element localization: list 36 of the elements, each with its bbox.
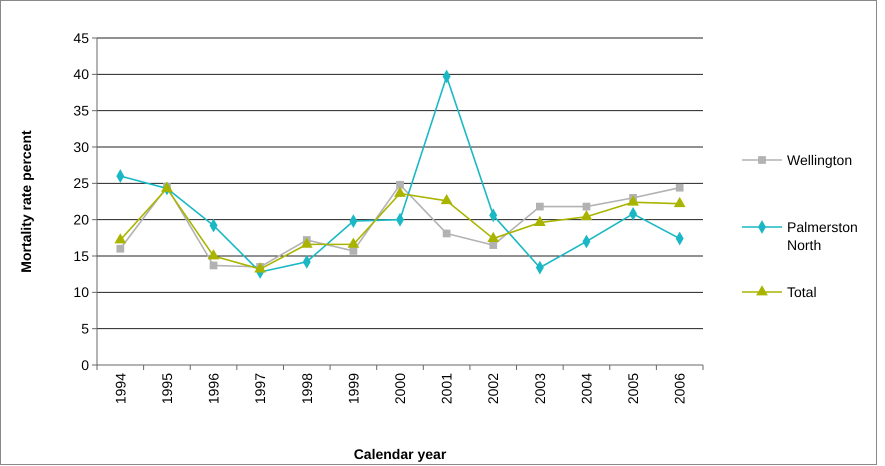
point [536, 202, 544, 210]
y-axis-title: Mortality rate percent [18, 130, 34, 273]
x-tick-label: 1999 [345, 372, 362, 404]
x-tick-label: 2003 [532, 372, 548, 404]
x-tick-label: 1997 [252, 372, 268, 404]
y-tick-label: 10 [73, 284, 90, 300]
legend-label: Wellington [787, 152, 852, 168]
x-tick-label: 2004 [578, 372, 594, 404]
y-tick-label: 40 [73, 66, 90, 82]
y-tick-label: 20 [73, 212, 90, 228]
x-tick-label: 2000 [392, 372, 408, 404]
point [396, 180, 404, 189]
point [116, 244, 124, 253]
x-tick-label: 1994 [112, 372, 128, 404]
point [210, 262, 218, 270]
legend-label: Palmerston North [787, 218, 858, 254]
x-tick-label: 1998 [298, 372, 315, 404]
point [676, 184, 684, 192]
x-tick-label: 1996 [206, 372, 222, 404]
x-tick-label: 2006 [672, 372, 688, 404]
y-tick-label: 25 [73, 175, 90, 192]
y-tick-label: 35 [73, 102, 90, 119]
x-tick-label: 1995 [158, 372, 175, 404]
point [350, 247, 358, 255]
x-tick-label: 2001 [438, 372, 455, 404]
y-tick-label: 15 [73, 248, 90, 264]
legend-label: Total [787, 284, 817, 300]
y-tick-label: 5 [81, 320, 90, 337]
x-tick-label: 2002 [485, 372, 502, 404]
point [442, 230, 450, 238]
x-axis-title: Calendar year [354, 446, 447, 462]
y-tick-label: 0 [81, 356, 90, 373]
point [582, 202, 590, 210]
y-tick-label: 30 [73, 138, 90, 155]
y-tick-label: 45 [73, 30, 90, 46]
x-tick-label: 2005 [625, 372, 642, 404]
